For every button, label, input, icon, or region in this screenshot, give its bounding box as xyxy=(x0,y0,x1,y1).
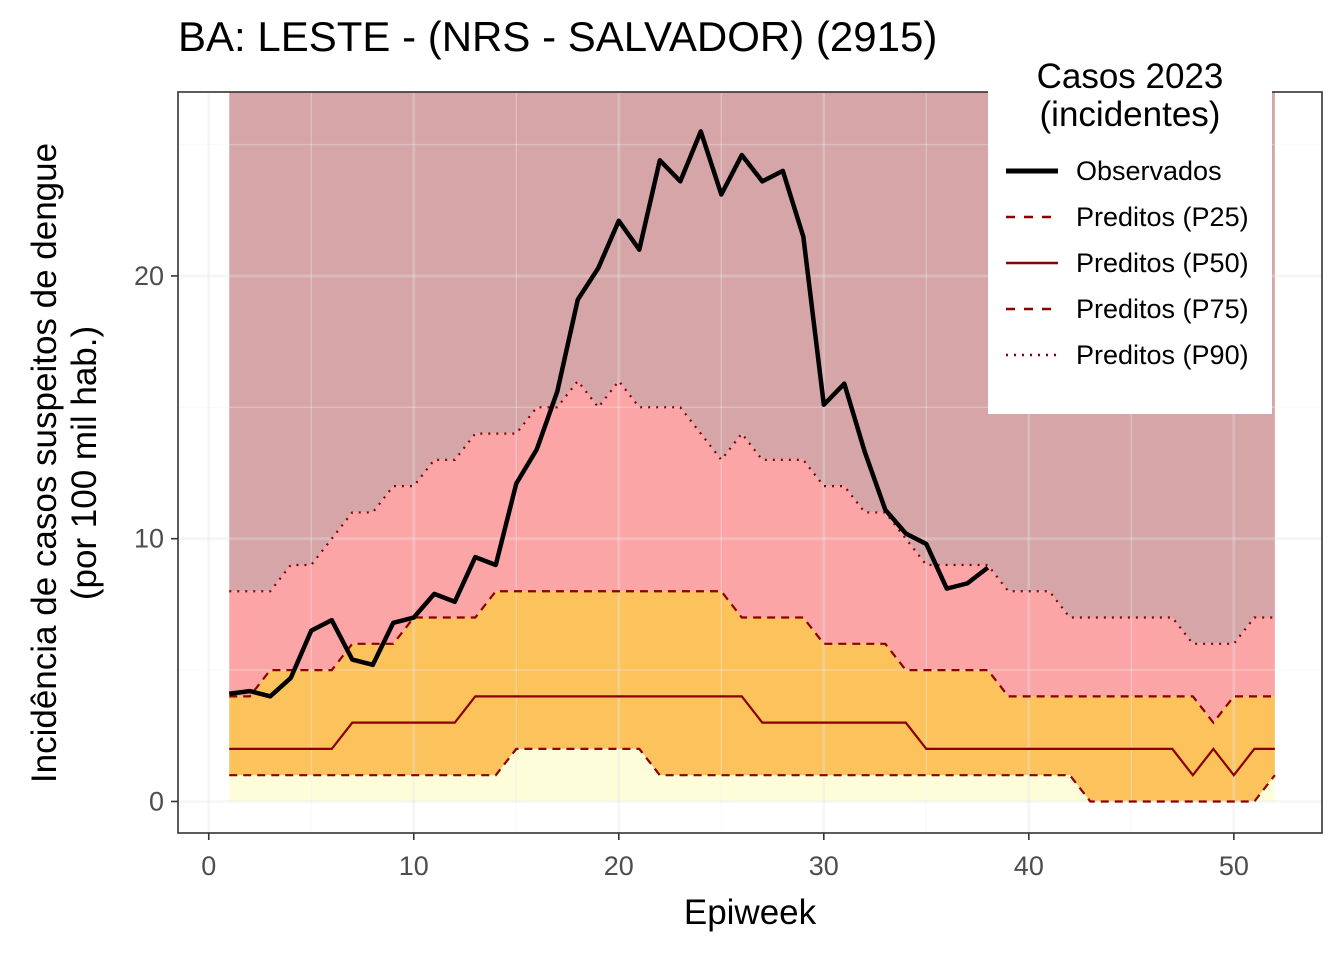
series-line-observados xyxy=(228,129,990,699)
legend-label: Preditos (P25) xyxy=(1076,201,1249,232)
legend-item-p90: Preditos (P90) xyxy=(988,332,1272,378)
grid-lines xyxy=(178,92,1322,833)
x-tick-label: 50 xyxy=(1219,851,1249,881)
legend: Casos 2023 (incidentes) Observados Predi… xyxy=(988,56,1272,414)
x-tick-label: 30 xyxy=(809,851,839,881)
y-tick-label: 20 xyxy=(134,261,164,291)
legend-item-p50: Preditos (P50) xyxy=(988,240,1272,286)
series-line-p75 xyxy=(229,590,1275,725)
legend-title: Casos 2023 (incidentes) xyxy=(988,58,1272,134)
legend-label: Observados xyxy=(1076,155,1222,186)
legend-label: Preditos (P90) xyxy=(1076,339,1249,370)
x-tick-label: 40 xyxy=(1014,851,1044,881)
plot-frame xyxy=(177,91,1323,834)
x-tick-label: 0 xyxy=(201,851,216,881)
legend-key-p25 xyxy=(1006,215,1058,219)
y-axis-label: Incidência de casos suspeitos de dengue … xyxy=(25,33,105,893)
legend-label: Preditos (P75) xyxy=(1076,293,1249,324)
legend-title-line1: Casos 2023 xyxy=(1036,57,1224,96)
legend-key-p50 xyxy=(1006,261,1058,265)
legend-items: Observados Preditos (P25) Preditos (P50)… xyxy=(988,148,1272,378)
x-axis-label: Epiweek xyxy=(683,893,817,932)
plot-border xyxy=(177,91,1323,834)
series-line-p90 xyxy=(229,379,1275,645)
x-tick-label: 10 xyxy=(399,851,429,881)
x-tick-label: 20 xyxy=(604,851,634,881)
band-below-p25 xyxy=(229,748,1275,802)
axis-ticks: 0 10 20 30 40 50 0 10 20 xyxy=(134,261,1249,881)
band-p75-p90 xyxy=(229,381,1275,723)
legend-item-p75: Preditos (P75) xyxy=(988,286,1272,332)
y-tick-label: 10 xyxy=(134,524,164,554)
legend-key-p90 xyxy=(1006,353,1058,357)
legend-label: Preditos (P50) xyxy=(1076,247,1249,278)
chart-title: BA: LESTE - (NRS - SALVADOR) (2915) xyxy=(178,13,938,60)
y-axis-label-line1: Incidência de casos suspeitos de dengue xyxy=(25,142,64,784)
series-lines xyxy=(228,129,1276,803)
legend-key-p75 xyxy=(1006,307,1058,311)
legend-title-line2: (incidentes) xyxy=(1039,95,1221,134)
series-line-p50 xyxy=(229,695,1275,777)
legend-item-observados: Observados xyxy=(988,148,1272,194)
y-axis-label-line2: (por 100 mil hab.) xyxy=(65,325,104,601)
legend-key-observados xyxy=(1006,168,1058,174)
y-tick-label: 0 xyxy=(149,786,164,816)
series-line-p25 xyxy=(229,747,1276,803)
legend-item-p25: Preditos (P25) xyxy=(988,194,1272,240)
